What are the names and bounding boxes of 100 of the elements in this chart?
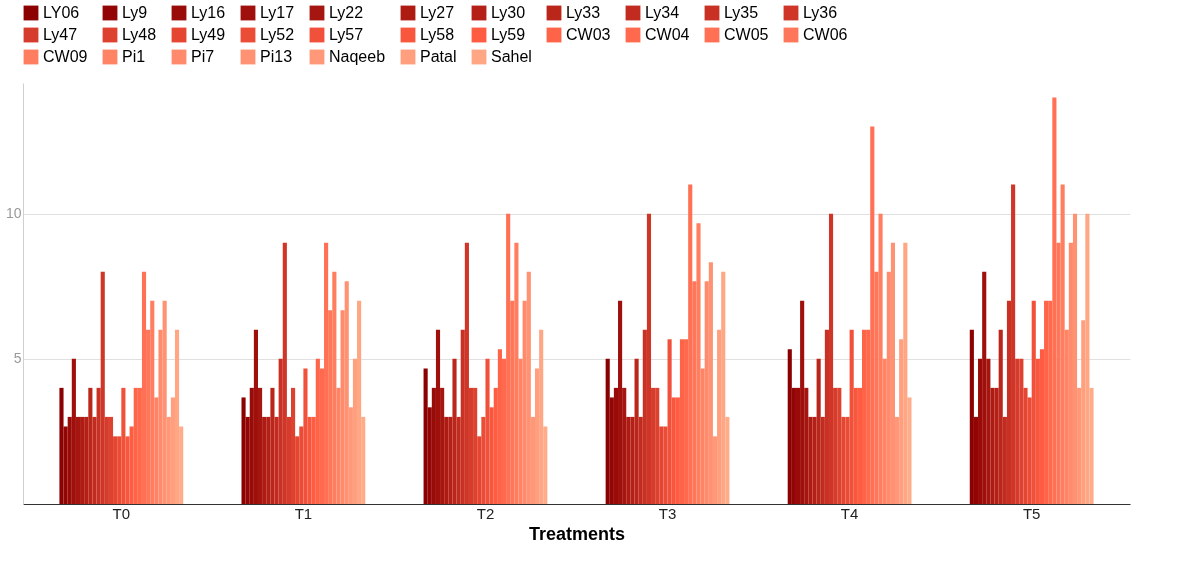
bar — [253, 329, 258, 504]
legend-label: Ly58 — [420, 26, 455, 43]
legend-label: LY06 — [43, 4, 80, 21]
bar — [861, 329, 867, 504]
bar — [526, 271, 531, 504]
bar — [282, 242, 287, 504]
bar — [828, 213, 834, 504]
legend-label: Ly16 — [191, 4, 226, 21]
bar — [435, 329, 441, 504]
bar — [679, 339, 685, 504]
x-tick-label: T3 — [658, 504, 677, 522]
legend-label: CW06 — [803, 26, 848, 43]
bar — [162, 300, 167, 504]
bar — [71, 358, 76, 504]
bar — [667, 339, 672, 504]
bar — [344, 281, 349, 504]
bar — [800, 300, 805, 504]
x-tick-label: T5 — [1022, 504, 1041, 522]
bar — [174, 329, 180, 504]
bar — [634, 358, 639, 504]
bar — [618, 300, 623, 504]
bar — [133, 387, 138, 504]
bar — [1031, 300, 1036, 504]
bar — [452, 358, 457, 504]
bar — [88, 387, 93, 504]
bar — [982, 271, 987, 504]
x-tick-label: T1 — [294, 504, 313, 522]
legend-label: Ly30 — [491, 4, 526, 21]
bar — [1019, 358, 1024, 504]
bar — [324, 242, 329, 504]
legend-label: Ly35 — [724, 4, 759, 21]
legend-label: Ly57 — [329, 26, 364, 43]
bar — [270, 387, 275, 504]
bar — [423, 368, 428, 504]
bar — [514, 242, 519, 504]
bar — [708, 262, 713, 504]
y-tick-label: 10 — [5, 205, 22, 222]
legend-label: Pi13 — [260, 48, 293, 65]
legend-label: Ly34 — [645, 4, 680, 21]
bar — [816, 358, 821, 504]
x-axis-title: Treatments — [528, 523, 626, 544]
bar — [497, 349, 502, 504]
bar — [998, 329, 1003, 504]
bar — [1044, 300, 1049, 504]
bar — [688, 184, 693, 504]
bar — [1085, 213, 1090, 504]
bar — [890, 242, 896, 504]
legend-label: Ly48 — [122, 26, 157, 43]
legend-label: Patal — [420, 48, 457, 65]
legend-label: Ly47 — [43, 26, 78, 43]
bar — [1060, 184, 1065, 504]
legend-label: Ly33 — [566, 4, 601, 21]
legend-label: Ly36 — [803, 4, 838, 21]
legend-label: Ly22 — [329, 4, 364, 21]
legend-label: Ly49 — [191, 26, 226, 43]
bar — [80, 416, 85, 504]
bar — [303, 368, 308, 504]
bar — [141, 271, 147, 504]
legend-label: CW03 — [566, 26, 611, 43]
bar — [121, 387, 126, 504]
legend-label: Ly9 — [122, 4, 148, 21]
bar — [473, 387, 478, 504]
bar — [849, 329, 854, 504]
bar — [100, 271, 105, 504]
bar — [241, 397, 246, 504]
legend-label: Ly59 — [491, 26, 526, 43]
bar — [315, 358, 320, 504]
bar — [332, 271, 337, 504]
bar — [696, 223, 701, 504]
bar — [150, 300, 155, 504]
bar — [646, 213, 652, 504]
bar — [464, 242, 469, 504]
legend-label: Ly52 — [260, 26, 295, 43]
bar — [969, 329, 974, 504]
bar — [357, 300, 362, 504]
legend-label: CW04 — [645, 26, 690, 43]
x-tick-label: T0 — [112, 504, 131, 522]
legend-label: CW05 — [724, 26, 769, 43]
legend-label: Pi1 — [122, 48, 146, 65]
bar — [1052, 97, 1057, 504]
bar — [1011, 184, 1016, 504]
legend-label: Naqeeb — [329, 48, 386, 65]
bar — [291, 387, 296, 504]
legend-label: Ly17 — [260, 4, 295, 21]
bar — [878, 213, 883, 504]
bar — [605, 358, 610, 504]
bar — [485, 358, 490, 504]
legend-label: Pi7 — [191, 48, 215, 65]
legend-label: Sahel — [491, 48, 532, 65]
bar — [787, 349, 792, 504]
bar — [903, 242, 908, 504]
bar — [837, 387, 842, 504]
legend-label: Ly27 — [420, 4, 455, 21]
bar — [1072, 213, 1078, 504]
legend-label: CW09 — [43, 48, 88, 65]
bar — [721, 271, 726, 504]
bar — [539, 329, 544, 504]
x-tick-label: T4 — [840, 504, 859, 522]
x-tick-label: T2 — [476, 504, 495, 522]
y-tick-label: 5 — [13, 350, 22, 367]
